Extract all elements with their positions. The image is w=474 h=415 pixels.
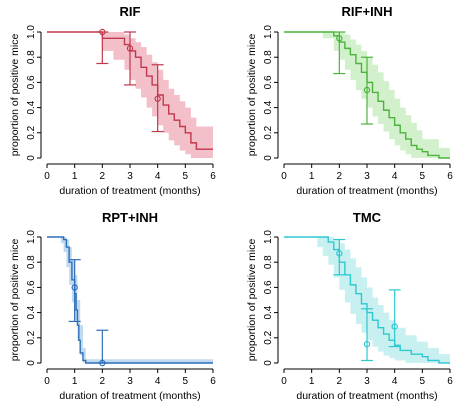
x-tick-label: 3 [127,171,133,182]
x-axis-label: duration of treatment (months) [59,390,200,402]
y-tick-label: 0.8 [26,50,37,64]
y-axis-label: proportion of positive mice [9,239,21,362]
survival-step-line [284,236,450,364]
x-tick-label: 2 [337,376,343,387]
observed-point [336,250,343,257]
x-tick-label: 0 [281,376,287,387]
x-tick-label: 3 [364,171,370,182]
observed-point [99,28,106,36]
x-tick-label: 1 [72,376,78,387]
survival-step-line [47,236,213,364]
y-tick-label: 0 [26,155,37,161]
y-tick-label: 1.0 [263,25,274,39]
panel-title: TMC [353,210,382,225]
y-tick-label: 0.4 [26,100,37,114]
x-axis-label: duration of treatment (months) [59,185,200,197]
y-tick-label: 0.2 [263,125,274,139]
y-tick-label: 0.8 [263,50,274,64]
x-tick-label: 3 [127,376,133,387]
observed-point [363,86,371,94]
x-tick-label: 3 [364,376,370,387]
y-tick-label: 0.2 [263,330,274,344]
observed-point [99,359,106,367]
x-tick-label: 6 [447,376,453,387]
x-tick-label: 0 [44,376,50,387]
x-tick-label: 4 [155,376,161,387]
y-tick-label: 0.4 [263,100,274,114]
chart-panel-3: 0 0.2 0.4 0.6 0.8 1.0 0 1 2 3 4 5 6 TMC duration of tr… [246,210,453,402]
x-tick-label: 0 [281,171,287,182]
x-tick-label: 5 [420,376,426,387]
y-tick-label: 0.6 [263,75,274,89]
y-tick-label: 0.8 [26,255,37,269]
y-tick-label: 0.4 [263,305,274,319]
x-tick-label: 1 [309,376,315,387]
panel-title: RPT+INH [102,210,158,225]
confidence-band [284,237,450,363]
x-axis-label: duration of treatment (months) [296,185,437,197]
y-tick-label: 1.0 [26,25,37,39]
chart-panel-0: 0 0.2 0.4 0.6 0.8 1.0 0 1 2 3 4 5 6 RIF duration of tr… [9,4,216,197]
y-tick-label: 0.6 [26,280,37,294]
x-tick-label: 5 [183,171,189,182]
x-tick-label: 6 [210,171,216,182]
y-tick-label: 0.2 [26,125,37,139]
y-tick-label: 0 [263,360,274,366]
observed-point [363,340,371,348]
x-tick-label: 2 [100,171,106,182]
x-tick-label: 4 [392,171,398,182]
confidence-band [47,32,213,158]
y-tick-label: 1.0 [26,230,37,244]
observed-point [71,284,78,291]
observed-point [336,35,343,42]
y-axis-label: proportion of positive mice [246,34,258,157]
x-tick-label: 1 [309,171,315,182]
y-tick-label: 1.0 [263,230,274,244]
x-tick-label: 2 [100,376,106,387]
x-tick-label: 4 [392,376,398,387]
x-axis-label: duration of treatment (months) [296,390,437,402]
chart-panel-1: 0 0.2 0.4 0.6 0.8 1.0 0 1 2 3 4 5 6 RIF+INH duration o… [246,4,453,197]
chart-panel-2: 0 0.2 0.4 0.6 0.8 1.0 0 1 2 3 4 5 6 RPT+INH duration o… [9,210,216,402]
y-axis-label: proportion of positive mice [9,34,21,157]
y-tick-label: 0.4 [26,305,37,319]
x-tick-label: 0 [44,171,50,182]
panel-title: RIF [120,4,141,19]
y-tick-label: 0.8 [263,255,274,269]
panel-title: RIF+INH [342,4,393,19]
y-tick-label: 0.6 [26,75,37,89]
y-tick-label: 0 [263,155,274,161]
x-tick-label: 1 [72,171,78,182]
x-tick-label: 6 [210,376,216,387]
y-axis-label: proportion of positive mice [246,239,258,362]
x-tick-label: 5 [420,171,426,182]
observed-point [391,323,398,330]
confidence-band [47,237,213,363]
observed-point [154,95,161,102]
y-tick-label: 0 [26,360,37,366]
y-tick-label: 0.6 [263,280,274,294]
x-tick-label: 4 [155,171,161,182]
x-tick-label: 2 [337,171,343,182]
x-tick-label: 6 [447,171,453,182]
observed-point [126,45,134,52]
x-tick-label: 5 [183,376,189,387]
survival-step-line [284,31,450,159]
y-tick-label: 0.2 [26,330,37,344]
